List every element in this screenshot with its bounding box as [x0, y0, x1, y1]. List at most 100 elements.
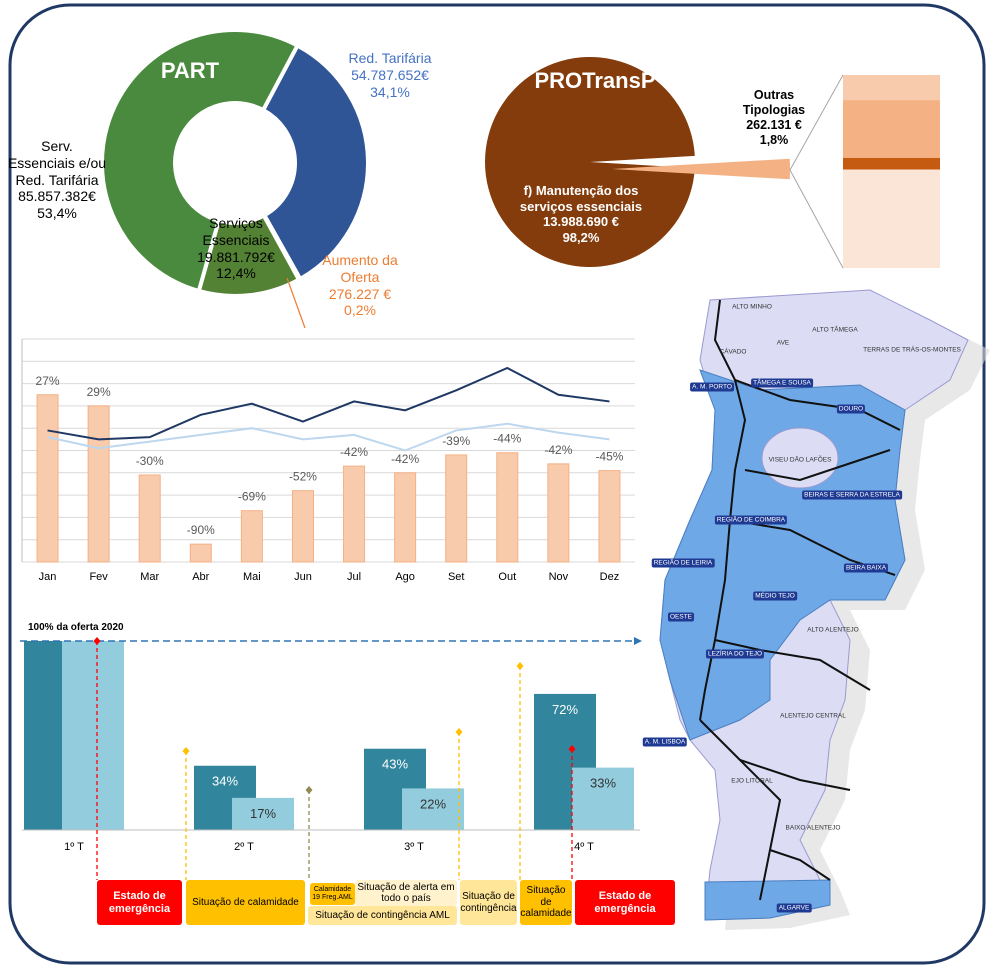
leader-line	[286, 277, 306, 329]
share-label: 12,4%	[216, 265, 256, 282]
bar	[402, 788, 464, 830]
map-region-label: LEZÍRIA DO TEJO	[705, 649, 765, 659]
map-region-label: ALTO TÂMEGA	[812, 326, 858, 334]
amount-label: 85.857.382€	[18, 188, 96, 205]
donut-slice	[260, 42, 370, 282]
map-region-label: REGIÃO DE LEIRIA	[651, 558, 715, 568]
category-label: Aumento da Oferta	[322, 252, 398, 285]
breakdown-segment	[843, 75, 940, 101]
bar	[36, 394, 59, 563]
phase-box: Situação de contingência	[460, 880, 517, 925]
map-region-label: OESTE	[667, 612, 695, 622]
bar	[189, 543, 212, 563]
railway	[714, 639, 871, 691]
map-region-label: VISEU DÃO LAFÕES	[768, 456, 832, 464]
data-label: -30%	[136, 454, 164, 468]
data-label: 34%	[212, 774, 238, 789]
data-label: -52%	[289, 470, 317, 484]
railway	[699, 299, 747, 721]
phase-box: Estado de emergência	[97, 880, 182, 925]
arrow-head	[634, 637, 642, 645]
category-label: Red. Tarifária	[348, 50, 432, 66]
data-label: -39%	[442, 434, 470, 448]
data-label: -42%	[391, 452, 419, 466]
map-region-label: ALENTEJO CENTRAL	[780, 712, 846, 720]
bar	[232, 797, 294, 830]
donut-slice	[100, 28, 301, 294]
map-region-label: ALTO ALENTEJO	[807, 626, 859, 634]
x-tick-label: Abr	[192, 571, 209, 583]
bar	[394, 472, 417, 563]
x-tick-label: Nov	[549, 571, 569, 583]
pie-slice	[612, 158, 790, 180]
category-label: Outras Tipologias	[742, 88, 806, 117]
x-tick-label: Jul	[347, 571, 361, 583]
breakdown-segment	[843, 169, 940, 268]
bar	[343, 465, 366, 563]
bar	[87, 405, 110, 563]
data-label: 22%	[420, 796, 446, 811]
line-series	[47, 422, 610, 452]
event-marker	[305, 786, 313, 794]
map-region-label: BEIRA BAIXA	[843, 563, 889, 573]
bar	[62, 641, 124, 830]
bar	[547, 463, 570, 563]
category-label: f) Manutenção dos serviços essenciais	[519, 183, 643, 214]
event-marker	[93, 637, 101, 645]
data-label: -90%	[187, 523, 215, 537]
bar	[291, 490, 314, 563]
share-label: 98,2%	[562, 229, 600, 245]
annotation: 100% da oferta 2020	[28, 622, 124, 633]
data-label: -44%	[493, 432, 521, 446]
map-served-area	[659, 369, 906, 741]
x-tick-label: Mai	[243, 571, 261, 583]
data-label: 29%	[87, 385, 111, 399]
data-label: -42%	[340, 445, 368, 459]
amount-label: 276.227 €	[328, 285, 392, 302]
map-region-label: A. M. LISBOA	[642, 737, 688, 747]
donut-label: Aumento da Oferta 276.227 €0,2%	[315, 252, 405, 319]
amount-label: 54.787.652€	[351, 66, 429, 83]
railway	[734, 379, 901, 431]
x-tick-label: Fev	[89, 571, 108, 583]
phase-box: Situação de alerta em todo o país	[355, 880, 457, 906]
data-label: 33%	[590, 776, 616, 791]
railway	[744, 449, 891, 482]
bar	[138, 474, 161, 563]
map-region-label: TERRAS DE TRÁS-OS-MONTES	[863, 346, 961, 354]
category-label: Serviços Essenciais	[202, 215, 270, 248]
phase-box: Situação de calamidade	[186, 880, 305, 925]
bar	[240, 510, 263, 563]
map-region-label: CÁVADO	[719, 348, 747, 356]
phase-box: Estado de emergência	[575, 880, 675, 925]
donut-title: PART	[160, 58, 220, 83]
pie-label: f) Manutenção dos serviços essenciais 13.…	[506, 183, 656, 245]
x-tick-label: 1º T	[64, 841, 84, 853]
share-label: 0,2%	[344, 302, 376, 319]
data-label: -45%	[595, 450, 623, 464]
bar	[598, 470, 621, 563]
map-region-label: BEIRAS E SERRA DA ESTRELA	[802, 490, 902, 500]
data-label: -69%	[238, 490, 266, 504]
railway	[769, 849, 831, 881]
donut-label: Serviços Essenciais 19.881.792€ 12,4%	[191, 215, 281, 282]
map-region-label: BAIXO ALENTEJO	[785, 824, 841, 832]
x-tick-label: Dez	[600, 571, 620, 583]
share-label: 34,1%	[370, 83, 410, 100]
event-marker	[568, 745, 576, 753]
map-region-label: DOURO	[836, 404, 866, 414]
breakdown-segment	[843, 157, 940, 170]
x-tick-label: Jun	[294, 571, 312, 583]
map-region-label: ALGARVE	[776, 903, 812, 913]
x-tick-label: Mar	[140, 571, 159, 583]
x-tick-label: Out	[498, 571, 516, 583]
data-label: 27%	[36, 374, 60, 388]
map-region-label: EJO LITORAL	[731, 777, 773, 785]
map-region-label: A. M. PORTO	[690, 382, 734, 392]
phase-box: Situação de calamidade	[520, 880, 572, 925]
phase-box: Situação de contingência AML	[308, 906, 457, 925]
data-label: 72%	[552, 702, 578, 717]
x-tick-label: 2º T	[234, 841, 254, 853]
donut-label: Red. Tarifária 54.787.652€ 34,1%	[345, 50, 435, 100]
